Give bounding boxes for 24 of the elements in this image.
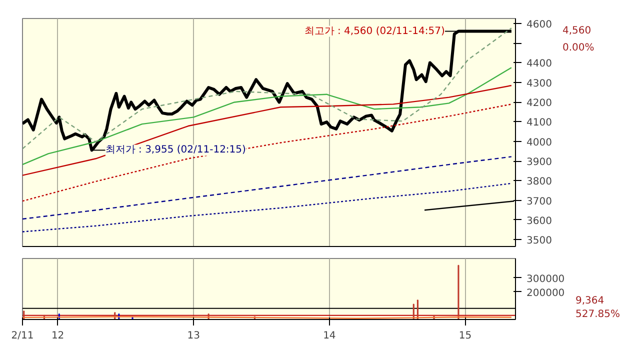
y-tick-label: 3900 [526,157,552,168]
y-tick-label: 4400 [526,58,552,70]
y-tick-label: 4300 [526,78,552,90]
text: 527.85% [576,309,620,320]
annotation: 최고가 : 4,560 (02/11-14:57) [304,26,445,37]
x-tick-label: 14 [323,330,336,342]
y-tick-label: 4000 [526,137,552,148]
x-tick-label: 12 [51,330,64,342]
x-tick-label: 13 [187,330,200,342]
y-tick-label: 3500 [526,236,552,247]
y-tick-label: 3800 [526,176,552,188]
y-tick-label: 4600 [526,19,552,30]
text: 4,560 [562,26,592,37]
y-tick-label: 200000 [526,288,565,299]
x-tick-label: 15 [458,330,472,342]
text: 0.00% [562,42,594,54]
annotation: 최저가 : 3,955 (02/11-12:15) [105,144,246,156]
y-tick-label: 300000 [526,274,565,285]
y-tick-label: 3700 [526,196,552,208]
x-tick-label: 2/11 [11,330,34,342]
y-tick-label: 3600 [526,216,552,227]
y-tick-label: 4200 [526,98,552,110]
y-tick-label: 4100 [526,118,552,129]
text: 9,364 [576,296,604,307]
